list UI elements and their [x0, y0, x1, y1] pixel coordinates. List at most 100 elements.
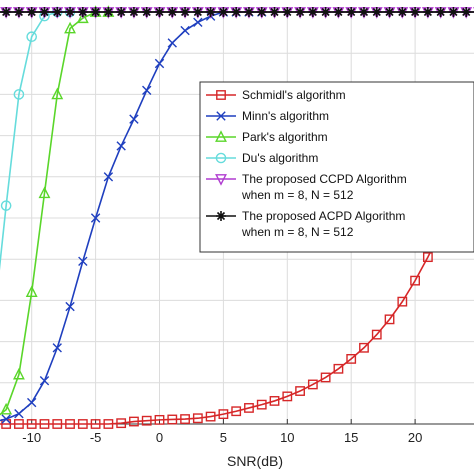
data-point: [216, 211, 226, 221]
x-tick-label: 5: [220, 430, 227, 445]
data-point: [397, 296, 408, 307]
data-point: [167, 38, 177, 48]
x-tick-label: 10: [280, 430, 294, 445]
data-point: [0, 200, 12, 211]
legend-label: Schmidl's algorithm: [242, 88, 346, 102]
x-tick-label: 15: [344, 430, 358, 445]
data-point: [205, 411, 216, 422]
data-point: [103, 7, 114, 17]
data-point: [193, 17, 203, 27]
series-6: [0, 7, 474, 17]
legend-label: Minn's algorithm: [242, 109, 329, 123]
data-point: [52, 343, 62, 353]
data-point: [422, 7, 433, 17]
data-point: [154, 7, 165, 17]
data-point: [307, 379, 318, 390]
data-point: [461, 7, 472, 17]
legend-label-line2: when m = 8, N = 512: [241, 188, 354, 202]
legend-item: Du's algorithm: [206, 151, 318, 165]
data-point: [384, 314, 395, 325]
legend-item: Minn's algorithm: [206, 109, 329, 123]
legend-item: Schmidl's algorithm: [206, 88, 346, 102]
data-point: [103, 419, 114, 429]
series-line: [0, 11, 71, 271]
data-point: [77, 419, 88, 429]
data-point: [14, 419, 24, 429]
data-point: [333, 363, 344, 374]
data-point: [12, 367, 25, 380]
x-tick-label: -10: [22, 430, 41, 445]
data-point: [218, 409, 229, 420]
data-point: [180, 7, 191, 17]
data-point: [154, 414, 165, 425]
data-point: [358, 7, 369, 17]
data-point: [26, 419, 37, 429]
data-point: [320, 372, 331, 383]
data-point: [129, 114, 139, 124]
data-point: [333, 7, 344, 17]
legend-label-line2: when m = 8, N = 512: [241, 225, 354, 239]
data-point: [180, 25, 190, 36]
data-point: [129, 416, 139, 427]
data-point: [192, 413, 203, 424]
legend-label: The proposed ACPD Algorithm: [242, 209, 405, 223]
data-point: [1, 7, 12, 17]
legend-label: The proposed CCPD Algorithm: [242, 172, 407, 186]
data-point: [243, 7, 254, 17]
data-point: [346, 7, 357, 17]
legend-item: The proposed CCPD Algorithm when m = 8, N…: [206, 172, 407, 202]
data-point: [26, 31, 38, 43]
legend-item: Park's algorithm: [206, 130, 328, 144]
data-point: [215, 174, 227, 186]
data-point: [1, 414, 11, 424]
legend-box: [199, 81, 474, 253]
data-point: [27, 397, 37, 408]
data-point: [410, 7, 421, 17]
series-layer: [0, 5, 474, 429]
data-point: [77, 7, 88, 17]
data-point: [435, 7, 446, 17]
data-point: [64, 21, 76, 34]
data-point: [142, 85, 152, 95]
data-point: [167, 7, 178, 17]
data-point: [346, 354, 357, 364]
data-point: [269, 7, 280, 17]
data-point: [384, 7, 395, 17]
legend: Schmidl's algorithm Minn's algorithm Park'…: [199, 81, 474, 253]
data-point: [231, 7, 242, 17]
data-point: [141, 7, 152, 17]
x-tick-label: 20: [408, 430, 422, 445]
data-point: [52, 7, 63, 17]
data-point: [359, 342, 369, 353]
data-point: [116, 7, 127, 17]
data-point: [141, 415, 152, 426]
data-point: [205, 7, 216, 17]
legend-item: The proposed ACPD Algorithm when m = 8, N…: [206, 209, 405, 239]
data-point: [39, 419, 50, 429]
data-point: [231, 406, 242, 417]
data-point: [371, 7, 382, 17]
data-point: [256, 7, 267, 17]
data-point: [154, 58, 165, 69]
data-point: [397, 7, 408, 17]
legend-label: Park's algorithm: [242, 130, 328, 144]
series-line: [0, 153, 474, 425]
data-point: [52, 419, 63, 429]
data-point: [14, 409, 24, 419]
data-point: [192, 7, 203, 17]
data-point: [90, 213, 101, 223]
data-point: [90, 419, 101, 429]
data-point: [218, 7, 229, 17]
data-point: [116, 141, 126, 151]
x-tick-label: -5: [90, 430, 102, 445]
x-tick-labels: -10-5051015202: [22, 430, 422, 445]
data-point: [256, 399, 267, 410]
data-point: [410, 275, 420, 286]
data-point: [215, 130, 227, 142]
data-point: [25, 285, 38, 298]
data-point: [180, 414, 190, 424]
data-point: [103, 172, 114, 182]
legend-label: Du's algorithm: [242, 151, 318, 165]
data-point: [51, 87, 64, 100]
data-point: [26, 7, 37, 17]
